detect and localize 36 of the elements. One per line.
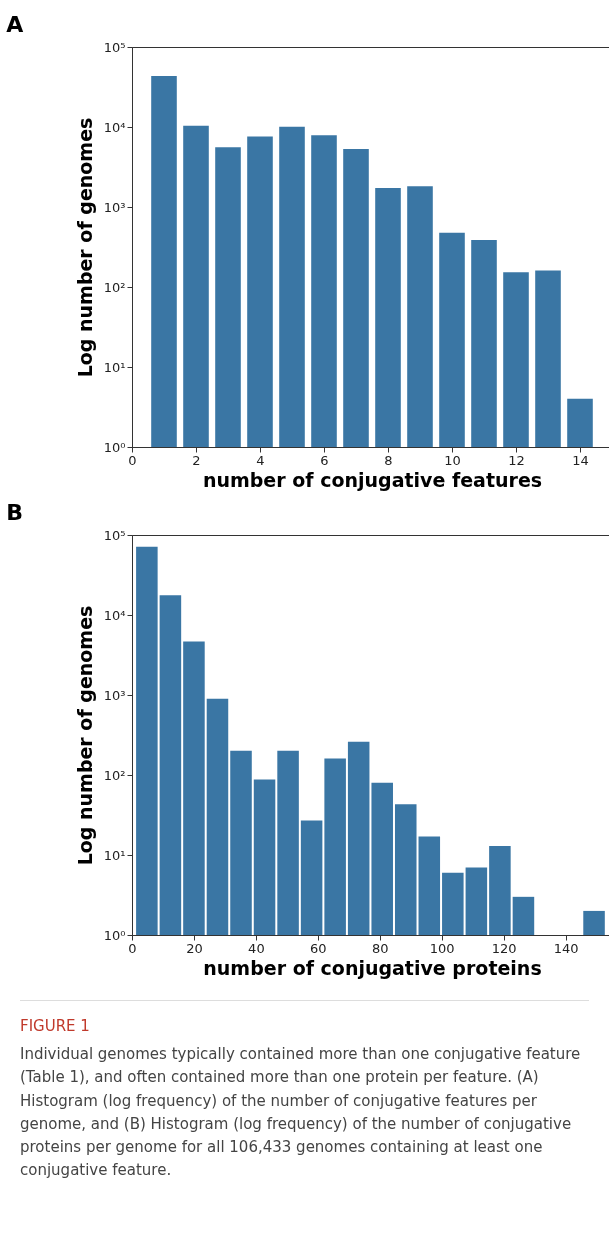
x-tick-label: 20 bbox=[186, 940, 203, 956]
x-tick-label: 12 bbox=[508, 452, 525, 468]
y-tick-label: 10³ bbox=[103, 687, 126, 703]
chart-title: B bbox=[6, 500, 24, 525]
y-tick-label: 10⁴ bbox=[103, 607, 126, 623]
y-tick-label: 10¹ bbox=[103, 359, 126, 375]
y-axis-title: Log number of genomes bbox=[73, 605, 96, 866]
y-tick-label: 10⁰ bbox=[103, 927, 126, 943]
y-tick-label: 10⁵ bbox=[103, 39, 126, 55]
y-axis-title: Log number of genomes bbox=[73, 117, 96, 378]
x-tick-label: 4 bbox=[256, 452, 265, 468]
x-tick-label: 8 bbox=[384, 452, 393, 468]
x-tick-label: 2 bbox=[192, 452, 201, 468]
x-tick-label: 120 bbox=[491, 940, 517, 956]
x-tick-label: 0 bbox=[128, 940, 137, 956]
y-tick-label: 10³ bbox=[103, 199, 126, 215]
caption: FIGURE 1 bbox=[20, 1017, 91, 1035]
x-tick-label: 10 bbox=[444, 452, 461, 468]
y-tick-label: 10⁴ bbox=[103, 119, 126, 135]
x-tick-label: 60 bbox=[310, 940, 327, 956]
y-tick-label: 10² bbox=[103, 279, 126, 295]
x-tick-label: 100 bbox=[429, 940, 455, 956]
x-axis-title: number of conjugative proteins bbox=[203, 956, 542, 979]
x-tick-label: 80 bbox=[371, 940, 389, 956]
x-axis-title: number of conjugative features bbox=[202, 468, 543, 491]
x-tick-label: 140 bbox=[553, 940, 579, 956]
x-tick-label: 14 bbox=[572, 452, 589, 468]
text: Individual genomes typically contained more than one conjugative feature (Table 1), and often contained more than one protein per feature. (A) Histogram (log frequency) of the number of conjugative features per genome, and (B) Histogram (log frequency) of the number of conjugative proteins per genome for all 106,433 genomes containing at least one conjugative feature. bbox=[20, 1044, 582, 1182]
y-tick-label: 10⁰ bbox=[103, 439, 126, 455]
x-tick-label: 6 bbox=[320, 452, 329, 468]
y-tick-label: 10² bbox=[103, 767, 126, 783]
y-tick-label: 10¹ bbox=[103, 847, 126, 863]
chart-title: A bbox=[6, 12, 24, 37]
x-tick-label: 0 bbox=[128, 452, 137, 468]
x-tick-label: 40 bbox=[248, 940, 265, 956]
y-tick-label: 10⁵ bbox=[103, 527, 126, 543]
